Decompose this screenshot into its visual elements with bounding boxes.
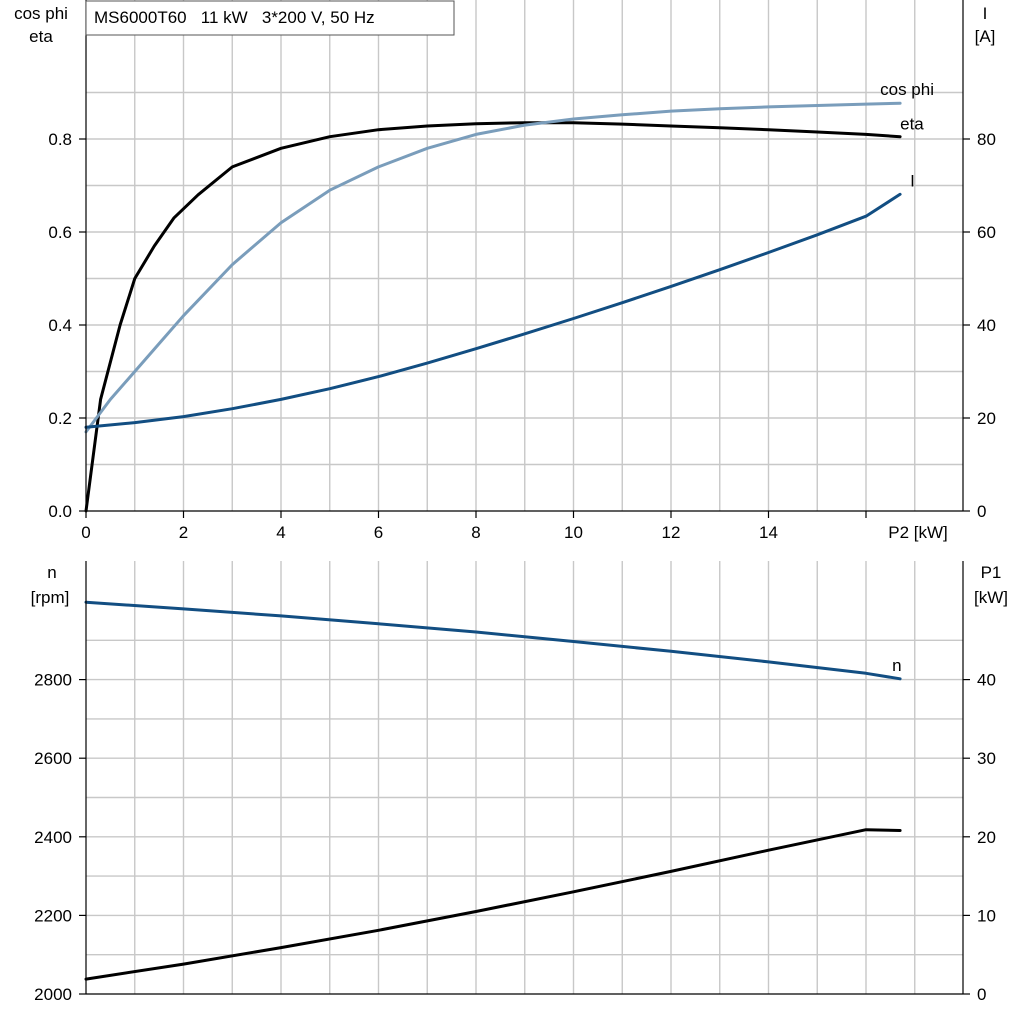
x-tick-label: 12: [662, 523, 681, 542]
y-right-label-p1: P1: [981, 563, 1002, 582]
bottom-grid: [86, 561, 963, 994]
x-tick-label: 6: [374, 523, 383, 542]
top-axes: 0 2 4 6 8 10 12 14 0.0 0.2 0.4 0.6 0.8 0 20 40 60 80: [48, 0, 996, 542]
bottom-axes: 2000 2200 2400 2600 2800 0 10 20 30 40: [34, 561, 996, 1004]
series-line-eta: [84, 121, 902, 513]
y-right-tick-label: 80: [977, 130, 996, 149]
y-right-tick-label: 30: [977, 749, 996, 768]
y-right-tick-label: 40: [977, 671, 996, 690]
y-left-tick-label: 2800: [34, 671, 72, 690]
y-left-tick-label: 2600: [34, 749, 72, 768]
series-line-cos-phi: [84, 101, 902, 434]
top-curves: eta cos phi I: [84, 80, 934, 513]
chart-title: MS6000T60 11 kW 3*200 V, 50 Hz: [94, 8, 375, 27]
x-tick-label: 4: [276, 523, 285, 542]
y-left-tick-label: 0.6: [48, 223, 72, 242]
y-left-tick-label: 2400: [34, 828, 72, 847]
series-line-i: [84, 192, 902, 429]
y-left-label-cosphi: cos phi: [14, 4, 68, 23]
y-right-tick-label: 20: [977, 409, 996, 428]
y-left-tick-label: 2200: [34, 906, 72, 925]
top-grid: [86, 0, 963, 511]
y-right-tick-label: 20: [977, 828, 996, 847]
y-right-tick-label: 60: [977, 223, 996, 242]
y-right-tick-label: 40: [977, 316, 996, 335]
y-left-tick-label: 0.0: [48, 502, 72, 521]
y-left-tick-label: 2000: [34, 985, 72, 1004]
y-left-tick-label: 0.2: [48, 409, 72, 428]
series-label-n: n: [892, 656, 901, 675]
series-label-cos-phi: cos phi: [880, 80, 934, 99]
y-right-label-i: I: [983, 4, 988, 23]
y-left-label-n: n: [47, 563, 56, 582]
chart-title-box: [85, 0, 455, 36]
y-left-tick-label: 0.4: [48, 316, 72, 335]
y-right-tick-label: 0: [977, 985, 986, 1004]
efficiency-current-chart: eta cos phi I 0 2 4 6 8 10 12 14 0.0 0.2 0.4 0.6 0.8 0 2…: [14, 0, 996, 542]
x-tick-label: 0: [81, 523, 90, 542]
x-tick-label: 8: [471, 523, 480, 542]
y-right-label-unit-a: [A]: [975, 27, 996, 46]
y-left-label-eta: eta: [29, 27, 53, 46]
series-line-n: [84, 600, 902, 681]
y-left-label-rpm: [rpm]: [31, 588, 70, 607]
x-tick-label: 14: [759, 523, 778, 542]
bottom-curves: n: [84, 600, 902, 981]
series-line-p1: [84, 828, 902, 981]
series-label-eta: eta: [900, 115, 924, 134]
x-axis-label: P2 [kW]: [888, 523, 948, 542]
x-tick-label: 2: [179, 523, 188, 542]
series-label-i: I: [910, 171, 915, 190]
x-tick-label: 10: [564, 523, 583, 542]
y-right-tick-label: 10: [977, 906, 996, 925]
y-left-tick-label: 0.8: [48, 130, 72, 149]
y-right-label-kw: [kW]: [974, 588, 1008, 607]
y-right-tick-label: 0: [977, 502, 986, 521]
